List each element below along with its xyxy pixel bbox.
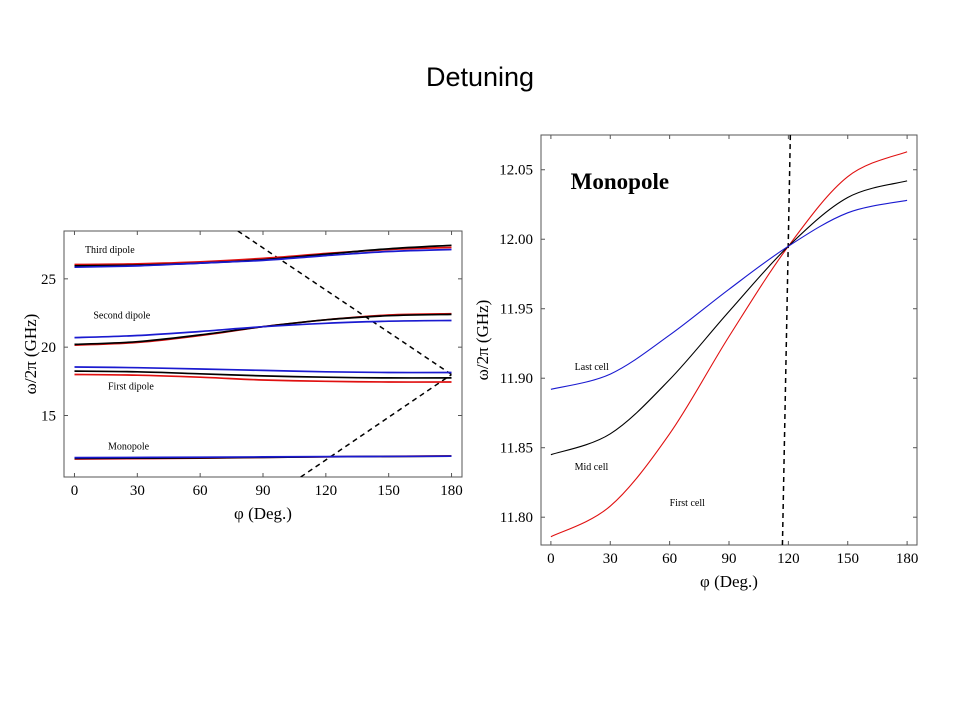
x-tick-label: 30 [130,483,145,499]
y-tick-label: 11.90 [500,371,533,387]
y-tick-label: 20 [41,340,56,356]
series-line-red [74,373,452,383]
annotation-label: First dipole [108,382,154,393]
x-tick-label: 120 [777,551,800,567]
series-line-blue [74,248,452,269]
dashed-line [781,135,792,545]
dashed-line [300,373,452,477]
y-tick-label: 11.80 [500,510,533,526]
annotation-label: Monopole [108,442,150,453]
plot-area [550,135,908,545]
y-tick-label: 12.05 [499,163,533,179]
x-tick-label: 150 [377,483,400,499]
y-axis-label: ω/2π (GHz) [473,300,492,381]
x-tick-label: 180 [896,551,919,567]
y-tick-label: 11.85 [500,441,533,457]
series-line-blue [74,366,452,374]
x-tick-label: 90 [256,483,271,499]
series-line-red [550,151,908,538]
annotation-label: Third dipole [85,245,135,256]
series-line-black [74,370,452,379]
x-tick-label: 90 [722,551,737,567]
x-tick-label: 180 [440,483,463,499]
x-tick-label: 0 [71,483,79,499]
annotation-label: Last cell [575,362,609,373]
annotation-label: Mid cell [575,462,609,473]
annotation-label: Second dipole [93,310,150,321]
y-axis-label: ω/2π (GHz) [21,314,40,395]
x-tick-label: 60 [662,551,677,567]
y-tick-label: 12.00 [499,232,533,248]
dashed-line [237,231,452,376]
x-tick-label: 0 [547,551,555,567]
x-axis-label: φ (Deg.) [700,572,758,591]
y-tick-label: 11.95 [500,302,533,318]
plot-frame [540,134,918,546]
x-tick-label: 120 [315,483,338,499]
x-tick-label: 30 [603,551,618,567]
chart-title: Monopole [571,169,669,194]
annotation-label: First cell [670,498,705,509]
x-axis-label: φ (Deg.) [234,504,292,523]
x-tick-label: 60 [193,483,208,499]
series-line-blue [74,319,452,339]
slide-title: Detuning [425,62,535,92]
series-line-blue [74,455,452,459]
y-tick-label: 15 [41,409,56,425]
series-line-blue [550,199,908,390]
series-line-black [550,180,908,456]
y-tick-label: 25 [41,272,56,288]
x-tick-label: 150 [836,551,859,567]
plot-area [74,231,452,477]
